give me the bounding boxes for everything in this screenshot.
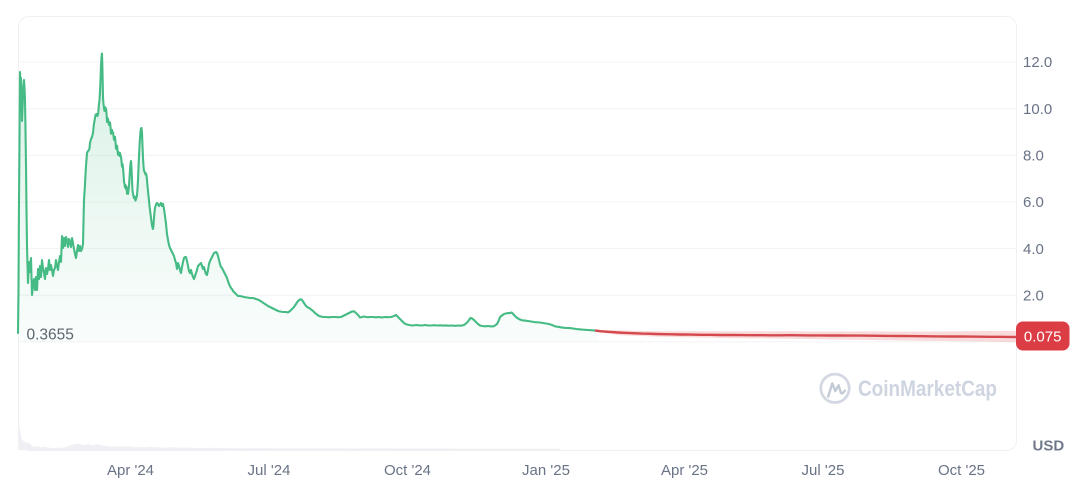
svg-text:Apr '25: Apr '25 [661, 462, 708, 479]
svg-text:Jul '25: Jul '25 [802, 462, 845, 479]
svg-text:Oct '24: Oct '24 [384, 462, 431, 479]
svg-text:USD: USD [1033, 438, 1065, 455]
svg-text:0.075: 0.075 [1024, 329, 1062, 346]
svg-text:Jan '25: Jan '25 [522, 462, 570, 479]
svg-text:2.0: 2.0 [1023, 287, 1044, 304]
svg-text:0.3655: 0.3655 [27, 327, 74, 344]
svg-text:CoinMarketCap: CoinMarketCap [858, 376, 997, 401]
svg-text:Oct '25: Oct '25 [938, 462, 985, 479]
svg-text:Apr '24: Apr '24 [107, 462, 154, 479]
svg-text:6.0: 6.0 [1023, 194, 1044, 211]
svg-text:10.0: 10.0 [1023, 101, 1052, 118]
svg-text:8.0: 8.0 [1023, 148, 1044, 165]
svg-text:Jul '24: Jul '24 [248, 462, 291, 479]
svg-text:4.0: 4.0 [1023, 241, 1044, 258]
svg-text:12.0: 12.0 [1023, 54, 1052, 71]
